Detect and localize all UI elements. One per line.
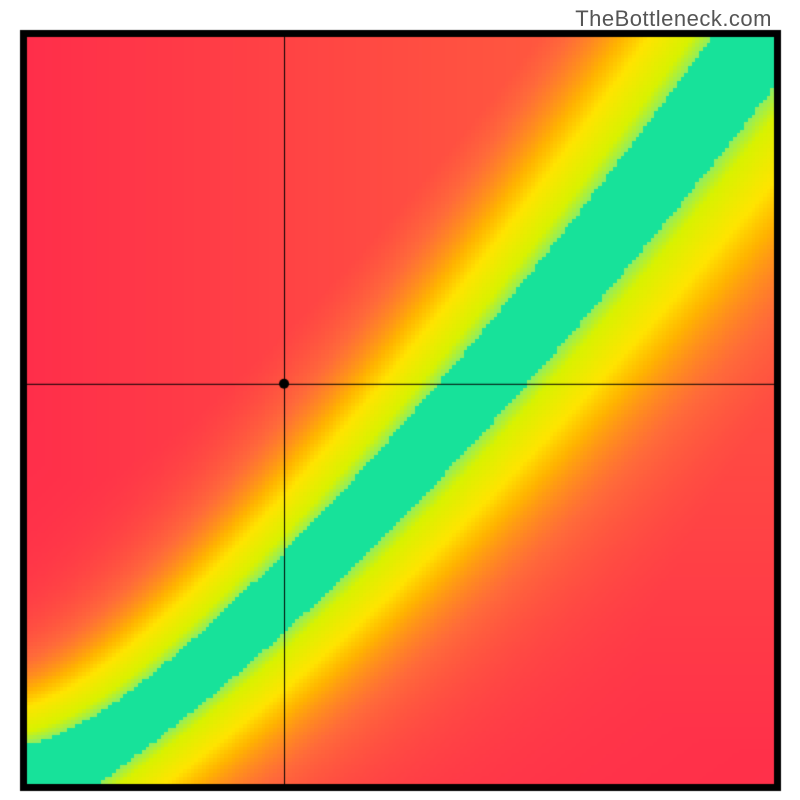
watermark-text: TheBottleneck.com [575,6,772,32]
heatmap-canvas [0,0,800,800]
chart-container: TheBottleneck.com [0,0,800,800]
